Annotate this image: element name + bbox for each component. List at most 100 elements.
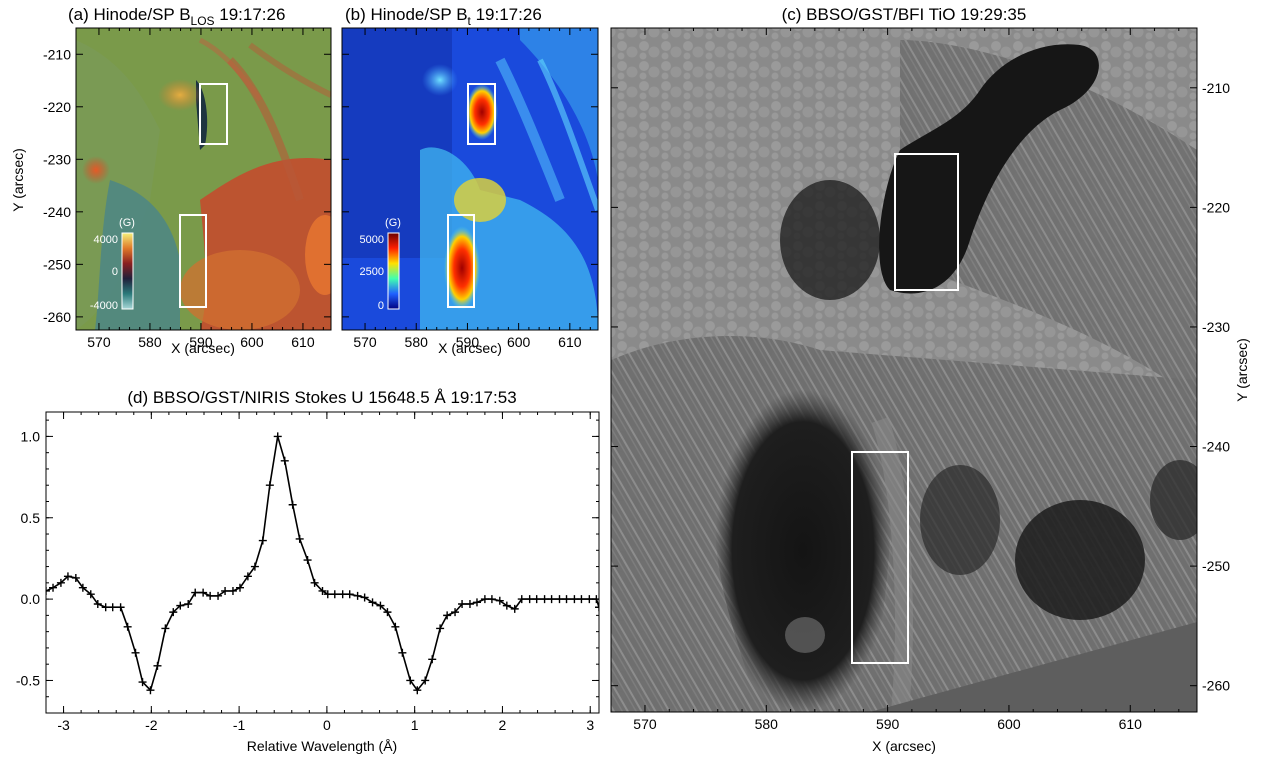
y-tick-label: -0.5	[16, 672, 40, 688]
umbra-upper	[879, 44, 1099, 294]
colorbar-a	[121, 232, 134, 310]
data-point	[146, 686, 155, 695]
colorbar-b-label-top: 5000	[360, 234, 384, 246]
pore-cluster	[780, 180, 880, 300]
x-tick-label: 600	[240, 334, 264, 350]
no-data-corner	[870, 622, 1197, 712]
panel-a: 570 580 590 600 610-210-220-230-240-250-260 …	[10, 27, 332, 356]
panel-b-xlabel: X (arcsec)	[438, 340, 502, 356]
panel-a-image	[76, 28, 331, 330]
data-point	[184, 599, 193, 608]
data-point	[592, 595, 599, 604]
y-tick-label: -230	[43, 151, 71, 167]
x-tick-label: 600	[507, 334, 531, 350]
data-point	[265, 481, 274, 490]
data-point	[123, 622, 132, 631]
x-tick-label: 0	[323, 717, 331, 733]
data-point	[368, 598, 377, 607]
data-point	[555, 595, 564, 604]
data-point	[495, 596, 504, 605]
colorbar-b-unit: (G)	[385, 217, 401, 229]
data-point	[487, 595, 496, 604]
box-b-lower	[447, 214, 475, 308]
data-point	[228, 586, 237, 595]
data-point	[78, 583, 87, 592]
panel-b-title: (b) Hinode/SP Bt 19:17:26	[345, 5, 542, 28]
bt-strong-lower	[444, 226, 480, 310]
x-tick-label: 580	[405, 334, 429, 350]
x-tick-label: 610	[558, 334, 582, 350]
data-point	[330, 590, 339, 599]
y-tick-label: -220	[43, 99, 71, 115]
x-tick-label: 580	[138, 334, 162, 350]
data-point	[585, 595, 594, 604]
panel-d-title: (d) BBSO/GST/NIRIS Stokes U 15648.5 Å 19…	[127, 388, 516, 407]
y-tick-label: 0.5	[21, 510, 41, 526]
data-point	[510, 604, 519, 613]
data-point	[214, 591, 223, 600]
data-point	[235, 583, 244, 592]
data-point	[383, 608, 392, 617]
data-point	[288, 500, 297, 509]
data-point	[138, 678, 147, 687]
data-point	[323, 590, 332, 599]
data-point	[116, 603, 125, 612]
data-point	[273, 432, 282, 441]
data-point	[71, 573, 80, 582]
data-point	[153, 661, 162, 670]
y-tick-label: -210	[1202, 80, 1230, 96]
panel-c: 570 580 590 600 610-210-220-230-240-250-260 …	[610, 27, 1250, 754]
box-a-upper	[199, 83, 228, 145]
data-point	[101, 603, 110, 612]
stokes-u-line	[46, 436, 599, 692]
y-tick-label: -250	[43, 256, 71, 272]
x-tick-label: 580	[755, 716, 779, 732]
x-tick-label: 1	[411, 717, 419, 733]
panel-c-title: (c) BBSO/GST/BFI TiO 19:29:35	[782, 5, 1027, 24]
data-point	[458, 599, 467, 608]
data-point	[131, 648, 140, 657]
data-point	[360, 593, 369, 602]
y-tick-label: -260	[1202, 678, 1230, 694]
data-point	[221, 586, 230, 595]
x-tick-label: 600	[997, 716, 1021, 732]
panel-c-image	[611, 28, 1197, 712]
panel-b-image	[342, 28, 598, 330]
data-point	[577, 595, 586, 604]
panel-d-frame	[45, 411, 600, 714]
x-tick-label: 570	[87, 334, 111, 350]
box-c-upper	[894, 153, 959, 291]
x-tick-label: -2	[145, 717, 158, 733]
colorbar-a-label-mid: 0	[112, 266, 118, 278]
data-point	[176, 601, 185, 610]
x-tick-label: 570	[353, 334, 377, 350]
data-point	[49, 583, 58, 592]
x-tick-label: 2	[499, 717, 507, 733]
y-tick-label: -250	[1202, 558, 1230, 574]
data-point	[56, 578, 65, 587]
data-point	[295, 534, 304, 543]
panel-d: -3 -2 -1 0 1 2 3 1.0 0.5 0.0 -0.5 Relative Wavelen…	[16, 411, 600, 754]
panel-a-ylabel: Y (arcsec)	[10, 148, 26, 212]
x-tick-label: -3	[57, 717, 70, 733]
data-point	[547, 595, 556, 604]
colorbar-a-label-bottom: -4000	[90, 300, 118, 312]
data-point	[472, 598, 481, 607]
blos-negative-region	[95, 180, 180, 330]
data-point	[406, 676, 415, 685]
colorbar-b	[387, 232, 400, 310]
data-point	[570, 595, 579, 604]
box-c-lower	[851, 451, 909, 664]
data-point	[310, 578, 319, 587]
y-tick-label: -220	[1202, 199, 1230, 215]
panel-c-xlabel: X (arcsec)	[872, 738, 936, 754]
data-point	[540, 595, 549, 604]
data-point	[318, 586, 327, 595]
colorbar-a-label-top: 4000	[94, 234, 118, 246]
umbra-lower	[714, 389, 892, 712]
data-point	[517, 595, 526, 604]
data-point	[525, 595, 534, 604]
y-tick-label: -240	[43, 204, 71, 220]
x-tick-label: 3	[586, 717, 594, 733]
data-point	[280, 456, 289, 465]
